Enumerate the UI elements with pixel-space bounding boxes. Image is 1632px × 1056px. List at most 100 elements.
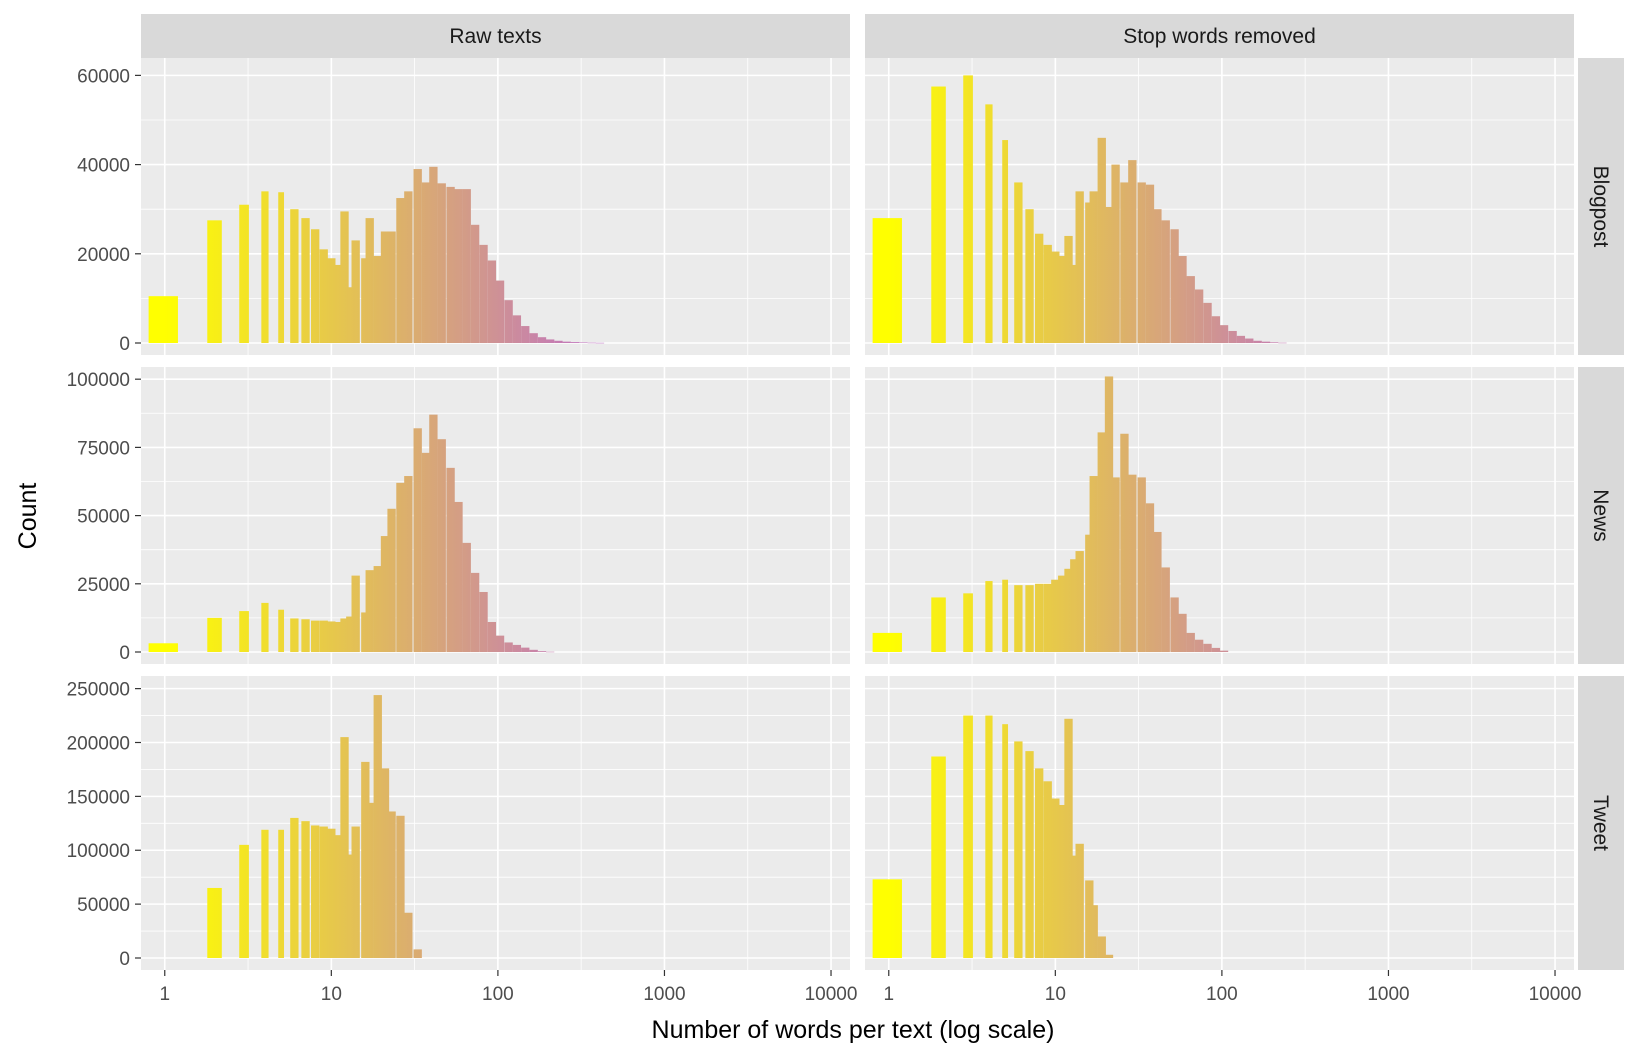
panels-layer	[141, 58, 1574, 970]
facet-column-label: Raw texts	[449, 25, 541, 48]
histogram-bar	[301, 218, 310, 343]
bars-group	[207, 695, 422, 958]
histogram-bar	[587, 342, 596, 344]
histogram-bar	[1035, 583, 1044, 652]
histogram-bar	[1043, 781, 1052, 958]
histogram-bar	[207, 220, 222, 343]
histogram-bar	[529, 333, 538, 343]
histogram-bar	[521, 326, 530, 343]
histogram-bar	[148, 296, 178, 343]
histogram-bar	[373, 566, 382, 652]
histogram-bar	[239, 844, 249, 958]
histogram-bar	[387, 231, 396, 343]
histogram-bar	[290, 209, 299, 343]
histogram-bar	[1261, 341, 1271, 343]
histogram-bar	[278, 829, 285, 958]
histogram-bar	[537, 651, 547, 652]
histogram-bar	[1075, 843, 1084, 958]
histogram-bar	[1043, 244, 1052, 343]
histogram-bar	[1058, 575, 1067, 652]
histogram-bar	[479, 244, 488, 343]
histogram-bar	[396, 198, 405, 343]
histogram-bar	[1089, 191, 1098, 343]
histogram-bar	[361, 612, 370, 652]
histogram-bar	[537, 337, 547, 343]
histogram-bar	[1128, 160, 1137, 343]
y-tick-label: 100000	[67, 370, 130, 391]
histogram-bar	[1051, 251, 1060, 343]
histogram-bar	[1194, 639, 1204, 652]
x-tick-label: 1	[883, 984, 894, 1005]
y-tick-label: 150000	[67, 787, 130, 808]
histogram-bar	[1153, 531, 1162, 652]
histogram-bar	[387, 811, 396, 958]
y-tick-label: 20000	[77, 245, 130, 266]
panel-blogpost-stopwords	[865, 58, 1574, 355]
histogram-bar	[351, 240, 360, 343]
histogram-bar	[454, 501, 463, 652]
y-tick-label: 0	[119, 334, 130, 355]
histogram-bar	[351, 575, 360, 652]
histogram-bar	[1186, 632, 1195, 652]
histogram-bar	[346, 854, 355, 958]
histogram-bar	[413, 428, 422, 652]
histogram-bar	[1097, 432, 1106, 652]
histogram-bar	[495, 635, 505, 652]
y-tick-label: 200000	[67, 733, 130, 754]
histogram-bar	[1253, 340, 1262, 343]
histogram-bar	[1070, 855, 1079, 958]
histogram-bar	[872, 632, 902, 652]
histogram-bar	[1002, 140, 1009, 343]
facet-strip-top	[865, 14, 1574, 58]
histogram-bar	[529, 649, 538, 652]
facet-row-label: Blogpost	[1589, 166, 1612, 248]
histogram-bar	[340, 737, 349, 958]
histogram-bar	[404, 191, 413, 343]
histogram-bar	[1064, 568, 1073, 652]
histogram-bar	[1043, 583, 1052, 652]
histogram-bar	[421, 182, 431, 343]
strips-layer: Raw texts Stop words removed Blogpost News T…	[141, 14, 1624, 970]
panel-news-stopwords	[865, 367, 1574, 664]
histogram-bar	[327, 828, 336, 958]
histogram-bar	[334, 264, 343, 343]
y-tick-label: 60000	[77, 66, 130, 87]
histogram-bar	[963, 715, 973, 958]
panel-tweet-raw	[141, 676, 850, 970]
histogram-bar	[301, 821, 310, 958]
histogram-bar	[1170, 597, 1179, 652]
axes-layer: 0 20000 40000 60000 0 25000 50000 75000 100000 0 5…	[67, 66, 1582, 1005]
histogram-bar	[148, 643, 178, 652]
x-tick-label: 10000	[1529, 984, 1582, 1005]
histogram-bar	[334, 621, 343, 652]
panel-tweet-stopwords	[865, 676, 1574, 970]
histogram-bar	[446, 467, 455, 652]
histogram-bar	[380, 536, 390, 652]
histogram-bar	[963, 75, 973, 343]
histogram-bar	[1145, 184, 1155, 343]
histogram-bar	[373, 256, 382, 343]
histogram-bar	[931, 86, 946, 343]
histogram-bar	[1236, 335, 1246, 343]
histogram-bar	[963, 593, 973, 652]
facet-strip-top	[141, 14, 850, 58]
x-tick-label: 10	[1045, 984, 1066, 1005]
facet-strip-right	[1578, 58, 1624, 355]
histogram-bar	[1245, 338, 1254, 343]
histogram-bar	[1097, 936, 1106, 958]
histogram-bar	[1089, 905, 1098, 958]
histogram-bar	[1035, 768, 1044, 958]
x-tick-label: 1000	[643, 984, 685, 1005]
histogram-bar	[470, 224, 480, 343]
histogram-bar	[1058, 804, 1067, 958]
histogram-bar	[1025, 751, 1034, 958]
histogram-bar	[1278, 342, 1287, 344]
histogram-bar	[1270, 342, 1279, 343]
histogram-bar	[373, 695, 382, 958]
x-tick-label: 100	[482, 984, 514, 1005]
y-tick-label: 50000	[77, 507, 130, 528]
panel-blogpost-raw	[141, 58, 850, 355]
histogram-bar	[1051, 579, 1060, 652]
facet-row-label: Tweet	[1589, 795, 1612, 851]
histogram-bar	[495, 280, 505, 343]
